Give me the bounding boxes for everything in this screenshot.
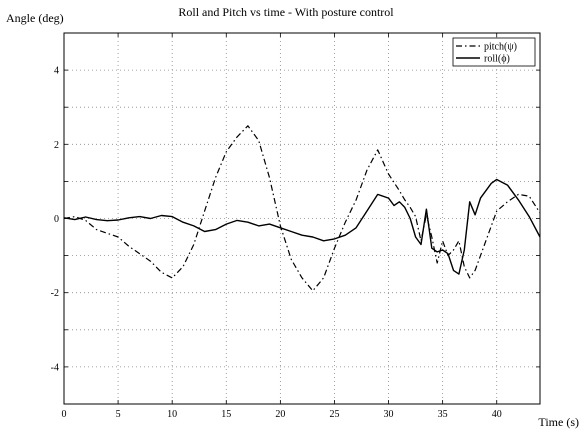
x-tick-label: 25: [329, 409, 339, 420]
x-tick-label: 5: [116, 409, 121, 420]
x-axis-label: Time (s): [538, 415, 579, 429]
legend-label-pitch: pitch(ψ): [484, 42, 517, 53]
chart-title: Roll and Pitch vs time - With posture co…: [178, 5, 394, 19]
x-tick-label: 40: [492, 409, 502, 420]
x-tick-label: 30: [384, 409, 394, 420]
x-tick-label: 10: [167, 409, 177, 420]
x-tick-label: 35: [438, 409, 448, 420]
series-line-roll: [63, 178, 541, 275]
y-tick-label: 4: [54, 66, 59, 77]
legend-box: [452, 37, 536, 67]
grid: [64, 33, 540, 404]
y-tick-label: 0: [54, 214, 59, 225]
x-tick-label: 15: [221, 409, 231, 420]
plot-frame: [63, 32, 541, 405]
y-tick-label: -2: [51, 288, 59, 299]
legend-label-roll: roll(ϕ): [484, 54, 510, 65]
x-tick-label: 0: [62, 409, 67, 420]
y-tick-label: -4: [51, 362, 59, 373]
y-tick-label: 2: [54, 140, 59, 151]
legend: pitch(ψ) roll(ϕ): [452, 37, 536, 67]
series-line-pitch: [63, 125, 541, 292]
series-group: [63, 125, 541, 292]
y-axis-label: Angle (deg): [6, 11, 64, 25]
x-tick-label: 20: [275, 409, 285, 420]
